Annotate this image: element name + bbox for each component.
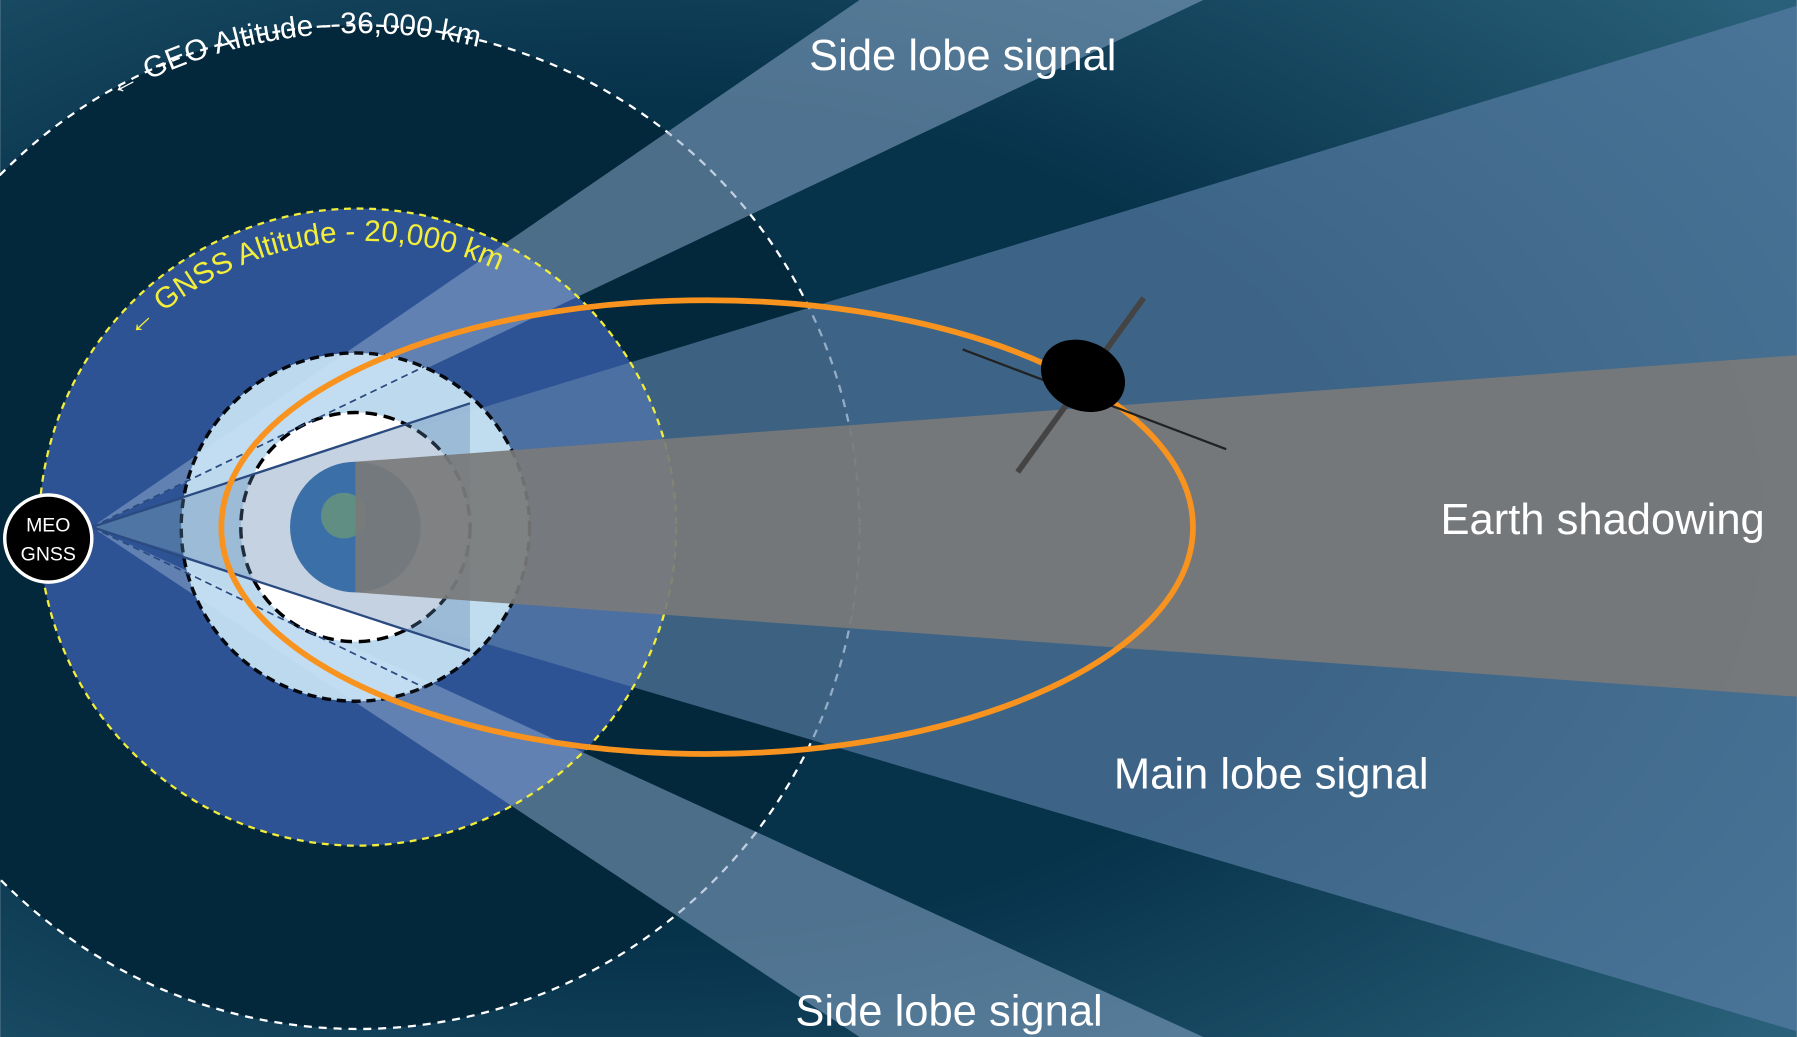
main-lobe-label: Main lobe signal [1114,750,1429,798]
lobe-edge [91,526,471,652]
side-lobe-bottom-label: Side lobe signal [795,988,1102,1036]
lobe-edge-dashed [91,365,425,528]
lobe-edge [91,402,471,529]
earth-shadow [355,355,1797,697]
side-lobe-top-label: Side lobe signal [809,32,1116,80]
gnss-label: GNSS [21,543,76,565]
earth-shadowing-label: Earth shadowing [1440,496,1764,544]
meo-label: MEO [26,515,70,537]
satellite [962,296,1227,474]
meo-gnss-satellite [3,493,94,584]
lobe-edge-dashed [91,526,425,689]
satellite-orbit [218,297,1196,757]
